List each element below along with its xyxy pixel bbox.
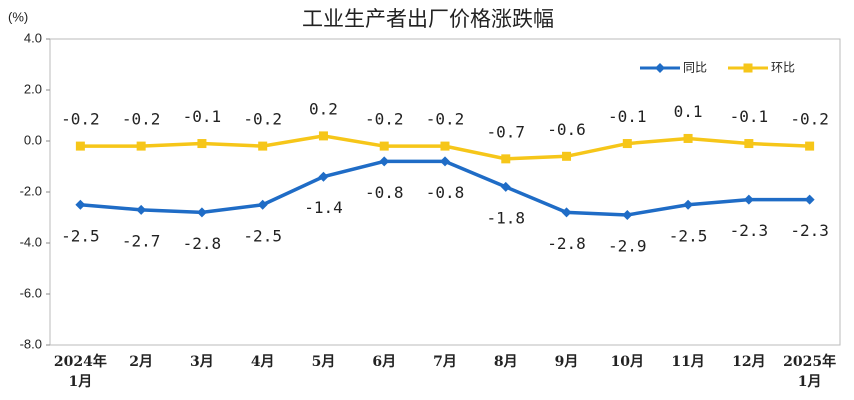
data-label: -2.9 (608, 236, 647, 255)
x-tick-label: 6月 (372, 354, 396, 370)
point (318, 131, 328, 141)
y-tick-label: 2.0 (24, 81, 42, 96)
point (743, 194, 754, 205)
data-label: -2.5 (61, 226, 100, 245)
legend-label: 同比 (683, 61, 707, 75)
data-label: -1.8 (487, 208, 526, 227)
x-tick-label: 2月 (129, 354, 153, 370)
x-tick-label: 11月 (671, 354, 704, 370)
data-label: -0.7 (487, 122, 526, 141)
y-tick-label: 0.0 (24, 132, 42, 147)
x-tick-label: 10月 (611, 354, 644, 370)
point (500, 181, 511, 192)
data-label: -0.8 (365, 183, 404, 202)
point (501, 154, 511, 164)
x-tick-label: 5月 (312, 354, 336, 370)
data-label: 0.2 (309, 99, 338, 118)
point (379, 156, 390, 167)
data-label: -0.6 (547, 120, 586, 139)
point (257, 199, 268, 210)
data-label: -2.3 (790, 221, 829, 240)
x-tick-label: 7月 (433, 354, 457, 370)
point (804, 194, 815, 205)
data-label: -0.2 (122, 110, 161, 129)
data-label: -0.8 (426, 183, 465, 202)
point (622, 209, 633, 220)
data-label: -2.5 (243, 226, 282, 245)
point (318, 171, 329, 182)
point (805, 141, 815, 151)
x-tick-label: 2024年 1月 (54, 353, 107, 390)
y-tick-label: -2.0 (20, 183, 42, 198)
data-label: -0.2 (61, 110, 100, 129)
y-tick-label: -4.0 (20, 234, 42, 249)
point (655, 63, 665, 73)
point (75, 199, 86, 210)
x-tick-label: 3月 (190, 354, 214, 370)
point (440, 141, 450, 151)
data-label: -1.4 (304, 198, 343, 217)
point (258, 141, 268, 151)
data-label: 0.1 (674, 102, 703, 121)
point (743, 63, 753, 73)
point (561, 207, 572, 218)
point (683, 133, 693, 143)
data-label: -0.2 (426, 110, 465, 129)
point (440, 156, 450, 167)
data-label: -0.2 (243, 110, 282, 129)
data-label: -2.3 (730, 221, 769, 240)
point (136, 204, 147, 215)
legend-label: 环比 (771, 61, 795, 75)
data-label: -2.8 (183, 234, 222, 253)
x-tick-label: 2025年 1月 (783, 353, 836, 390)
data-label: -0.2 (790, 110, 829, 129)
data-label: -0.1 (183, 107, 222, 126)
point (197, 139, 207, 149)
data-label: -2.7 (122, 231, 161, 250)
data-label: -2.5 (669, 226, 708, 245)
y-axis-label: (%) (8, 9, 28, 24)
y-tick-label: 4.0 (24, 30, 42, 45)
y-tick-label: -8.0 (20, 336, 42, 351)
point (744, 139, 754, 149)
x-tick-label: 8月 (494, 354, 518, 370)
point (562, 151, 572, 161)
point (136, 141, 146, 151)
point (196, 207, 207, 218)
x-tick-label: 4月 (251, 354, 275, 370)
data-label: -0.2 (365, 110, 404, 129)
point (683, 199, 694, 210)
y-tick-label: -6.0 (20, 285, 42, 300)
x-tick-label: 9月 (555, 354, 579, 370)
x-tick-label: 12月 (732, 354, 765, 370)
data-label: -0.1 (730, 107, 769, 126)
point (379, 141, 389, 151)
chart-title: 工业生产者出厂价格涨跌幅 (302, 7, 554, 31)
data-label: -2.8 (547, 234, 586, 253)
point (75, 141, 85, 151)
point (622, 139, 632, 149)
data-label: -0.1 (608, 107, 647, 126)
